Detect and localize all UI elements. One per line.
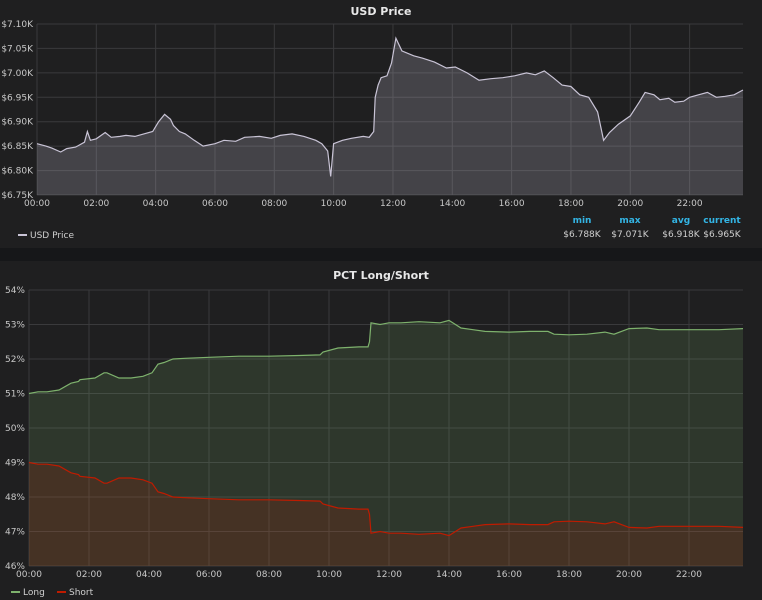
x-tick-label: 10:00 [316,570,342,580]
usd-price-chart: $6.75K $6.80K $6.85K $6.90K $6.95K $7.00K $7.0… [1,20,744,241]
stat-value-min: $6.788K [563,230,601,240]
y-tick-label: 48% [5,493,25,503]
y-tick-label: 53% [5,321,25,331]
series-area-usd-price [37,38,743,196]
y-tick-label: 50% [5,424,25,434]
x-tick-label: 18:00 [556,570,582,580]
plot-area [37,24,743,195]
y-tick-label: $6.80K [1,167,34,177]
x-tick-label: 22:00 [677,199,703,209]
stat-value-current: $6.965K [703,230,741,240]
x-tick-label: 20:00 [617,199,643,209]
y-tick-label: $7.00K [1,69,34,79]
x-tick-label: 02:00 [83,199,109,209]
y-tick-label: 52% [5,355,25,365]
x-tick-label: 14:00 [439,199,465,209]
legend-item[interactable]: USD Price [30,231,75,241]
y-tick-label: 51% [5,390,25,400]
y-tick-label: 46% [5,562,25,572]
x-tick-label: 06:00 [196,570,222,580]
y-tick-label: 54% [5,286,25,296]
x-tick-label: 00:00 [16,570,42,580]
stat-value-max: $7.071K [611,230,649,240]
y-tick-label: $6.85K [1,142,34,152]
y-tick-label: 47% [5,528,25,538]
x-tick-label: 04:00 [143,199,169,209]
stat-value-avg: $6.918K [662,230,700,240]
y-tick-label: $6.90K [1,118,34,128]
x-tick-label: 04:00 [136,570,162,580]
x-tick-label: 12:00 [380,199,406,209]
x-tick-label: 02:00 [76,570,102,580]
panel-title: PCT Long/Short [333,269,429,282]
long-short-panel: PCT Long/Short 46% 47% 48% 49% 50% 51% 52% 53% 5… [0,261,762,600]
y-tick-label: $7.10K [1,20,34,30]
series-line-usd-price [36,36,744,177]
x-tick-label: 08:00 [261,199,287,209]
series-line-long [28,319,744,395]
stat-header-avg[interactable]: avg [672,216,690,226]
x-tick-label: 06:00 [202,199,228,209]
x-tick-label: 18:00 [558,199,584,209]
x-tick-label: 22:00 [676,570,702,580]
x-tick-label: 12:00 [376,570,402,580]
stat-header-current[interactable]: current [703,216,741,226]
legend-item[interactable]: Short [69,588,94,598]
y-tick-label: $6.75K [1,191,34,201]
series-line-short [28,461,744,537]
x-tick-label: 10:00 [321,199,347,209]
x-tick-label: 20:00 [616,570,642,580]
y-tick-label: $6.95K [1,93,34,103]
x-tick-label: 00:00 [24,199,50,209]
x-tick-label: 16:00 [499,199,525,209]
long-short-chart: 46% 47% 48% 49% 50% 51% 52% 53% 54% 00:00 02:00 04:… [5,286,744,598]
legend-item[interactable]: Long [23,588,45,598]
stat-header-max[interactable]: max [619,216,640,226]
usd-price-panel: USD Price $6.75K $6.80K $6.85K $6.90K $6.95K… [0,0,762,248]
x-tick-label: 08:00 [256,570,282,580]
panel-title: USD Price [350,5,412,18]
stat-header-min[interactable]: min [573,216,592,226]
x-tick-label: 14:00 [436,570,462,580]
x-tick-label: 16:00 [496,570,522,580]
y-tick-label: $7.05K [1,44,34,54]
series-area-long [29,320,743,566]
series-area-short [29,462,743,566]
y-tick-label: 49% [5,459,25,469]
